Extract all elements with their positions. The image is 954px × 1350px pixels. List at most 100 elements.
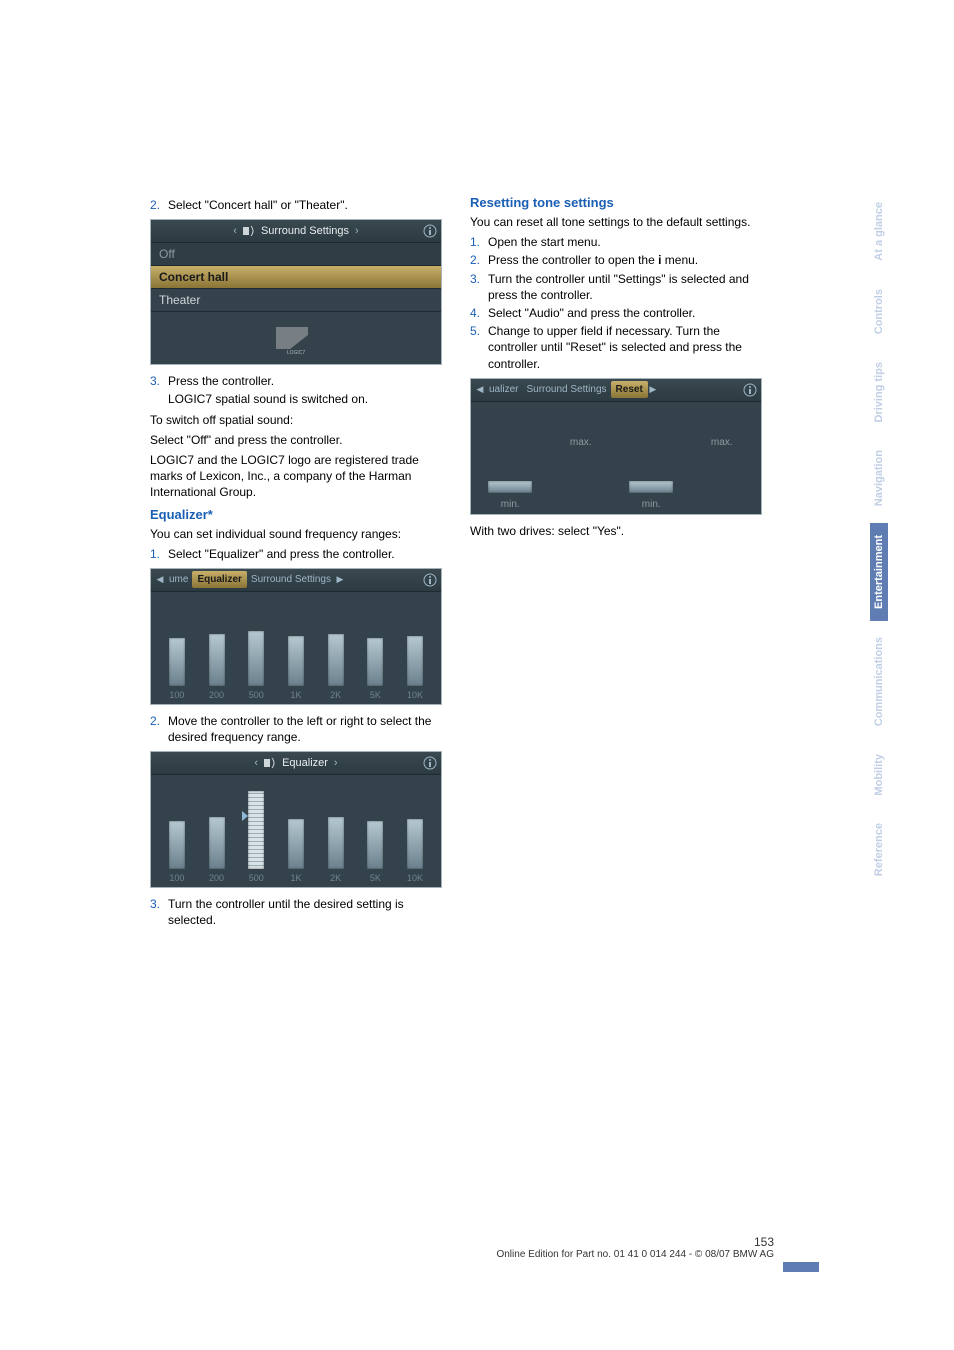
step-number: 2. (470, 252, 488, 268)
step-number: 3. (150, 896, 168, 928)
sidebar-tab-communications[interactable]: Communications (870, 625, 888, 738)
footer-accent-bar (783, 1262, 819, 1272)
step-2: 2. Select "Concert hall" or "Theater". (150, 197, 450, 213)
info-circle-icon (421, 754, 439, 772)
sound-icon (243, 225, 257, 237)
reset-step-1: 1. Open the start menu. (470, 234, 770, 250)
eq-band: 2K (319, 801, 353, 883)
reset-group: max. (690, 437, 754, 510)
reset-step-4: 4. Select "Audio" and press the controll… (470, 305, 770, 321)
logic7-trademark: LOGIC7 and the LOGIC7 logo are registere… (150, 452, 450, 501)
reset-bar (488, 481, 532, 493)
eq-band: 5K (358, 618, 392, 700)
content-columns: 2. Select "Concert hall" or "Theater". ‹… (150, 195, 770, 931)
manual-page: 2. Select "Concert hall" or "Theater". ‹… (0, 0, 954, 1350)
tab-surround-settings: Surround Settings (522, 382, 610, 397)
section-sidebar: At a glance Controls Driving tips Navigatio… (869, 190, 889, 893)
eq-band: 1K (279, 801, 313, 883)
step-3: 3. Press the controller. (150, 373, 450, 389)
header-arrow-right: › (355, 225, 359, 237)
eq-sliders-detail: 1002005001K2K5K10K (151, 775, 441, 887)
surround-settings-screenshot: ‹ Surround Settings › Off Concert hall T… (150, 219, 442, 365)
eq-band: 10K (398, 618, 432, 700)
tab-arrow-left-icon: ◀ (475, 384, 485, 395)
step-text: Select "Equalizer" and press the control… (168, 546, 450, 562)
reset-group: min. (478, 481, 542, 510)
header-arrow-right: › (334, 757, 338, 769)
eq-sliders: 1002005001K2K5K10K (151, 592, 441, 704)
eq-band: 2K (319, 618, 353, 700)
page-footer: 153 Online Edition for Part no. 01 41 0 … (496, 1235, 774, 1260)
eq-detail-header-label: Equalizer (282, 757, 328, 769)
tab-surround-settings: Surround Settings (247, 572, 335, 587)
tab-volume: ume (165, 572, 192, 587)
info-circle-icon (741, 381, 759, 399)
sound-icon (264, 757, 278, 769)
sidebar-tab-reference[interactable]: Reference (870, 811, 888, 888)
info-circle-icon (421, 571, 439, 589)
step-number: 2. (150, 713, 168, 745)
reset-label-max: max. (711, 437, 733, 448)
reset-label-min: min. (642, 499, 661, 510)
spatial-off-line1: To switch off spatial sound: (150, 412, 450, 428)
eq-band: 200 (200, 618, 234, 700)
eq-band: 100 (160, 801, 194, 883)
spatial-off-line2: Select "Off" and press the controller. (150, 432, 450, 448)
equalizer-tabs-screenshot: ◀ ume Equalizer Surround Settings ▶ 1002… (150, 568, 442, 705)
sidebar-tab-entertainment[interactable]: Entertainment (870, 523, 888, 621)
reset-step-5: 5. Change to upper field if necessary. T… (470, 323, 770, 372)
surround-header-label: Surround Settings (261, 225, 349, 237)
eq-step-2: 2. Move the controller to the left or ri… (150, 713, 450, 745)
reset-bar (629, 481, 673, 493)
reset-screenshot: ◀ ualizer Surround Settings Reset ▶ min. (470, 378, 762, 515)
eq-band: 200 (200, 801, 234, 883)
reset-group: max. (549, 437, 613, 510)
reset-sliders: min. max. min. max. (471, 402, 761, 514)
step-number: 4. (470, 305, 488, 321)
reset-group: min. (619, 481, 683, 510)
sidebar-tab-mobility[interactable]: Mobility (870, 742, 888, 808)
reset-step-2: 2. Press the controller to open the i me… (470, 252, 770, 268)
eq-band: 10K (398, 801, 432, 883)
eq-band: 1K (279, 618, 313, 700)
logic7-logo: LOGIC7 (151, 312, 441, 364)
step-number: 5. (470, 323, 488, 372)
eq-detail-header: ‹ Equalizer › (151, 752, 441, 775)
tab-arrow-right-icon: ▶ (648, 384, 658, 395)
reset-label-min: min. (501, 499, 520, 510)
step-text: Press the controller. (168, 373, 450, 389)
step-number: 1. (470, 234, 488, 250)
equalizer-detail-screenshot: ‹ Equalizer › 1002005001K2K5K10K (150, 751, 442, 888)
svg-text:LOGIC7: LOGIC7 (287, 350, 306, 355)
step-text: Press the controller to open the i menu. (488, 252, 770, 268)
reset-step-3: 3. Turn the controller until "Settings" … (470, 271, 770, 303)
with-two-drives: With two drives: select "Yes". (470, 523, 770, 539)
step-number: 2. (150, 197, 168, 213)
step-number: 1. (150, 546, 168, 562)
sidebar-tab-controls[interactable]: Controls (870, 277, 888, 346)
surround-header: ‹ Surround Settings › (151, 220, 441, 243)
equalizer-intro: You can set individual sound frequency r… (150, 526, 450, 542)
tab-equalizer: Equalizer (192, 571, 246, 588)
info-circle-icon (421, 222, 439, 240)
tab-equalizer-partial: ualizer (485, 382, 522, 397)
r2-b: menu. (661, 253, 698, 267)
header-arrow-left: ‹ (254, 757, 258, 769)
right-column: Resetting tone settings You can reset al… (470, 195, 770, 931)
reset-label-max: max. (570, 437, 592, 448)
step-text: Turn the controller until the desired se… (168, 896, 450, 928)
step-text: Open the start menu. (488, 234, 770, 250)
header-arrow-left: ‹ (233, 225, 237, 237)
footer-line: Online Edition for Part no. 01 41 0 014 … (496, 1249, 774, 1260)
surround-row-off: Off (151, 243, 441, 266)
reset-heading: Resetting tone settings (470, 195, 770, 210)
r2-a: Press the controller to open the (488, 253, 658, 267)
sidebar-tab-driving-tips[interactable]: Driving tips (870, 350, 888, 435)
step-text: Select "Concert hall" or "Theater". (168, 197, 450, 213)
sidebar-tab-at-a-glance[interactable]: At a glance (870, 190, 888, 273)
eq-band: 100 (160, 618, 194, 700)
reset-tabbar: ◀ ualizer Surround Settings Reset ▶ (471, 379, 761, 402)
step-number: 3. (470, 271, 488, 303)
sidebar-tab-navigation[interactable]: Navigation (870, 438, 888, 518)
step-3-sub: LOGIC7 spatial sound is switched on. (168, 391, 450, 407)
